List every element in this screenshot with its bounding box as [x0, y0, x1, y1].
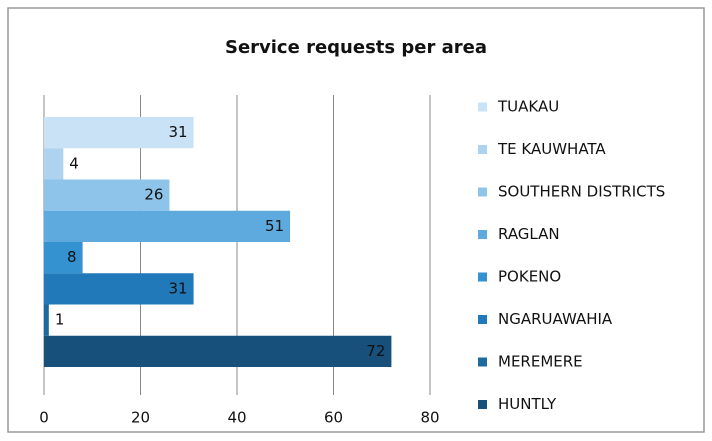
data-label: 72	[366, 342, 385, 360]
data-label: 31	[168, 279, 187, 297]
legend-swatch	[478, 230, 487, 239]
legend-swatch	[478, 357, 487, 367]
bar	[44, 148, 64, 180]
legend-label: RAGLAN	[498, 225, 560, 243]
legend-swatch	[478, 145, 487, 154]
data-label: 26	[144, 186, 163, 204]
legend-swatch	[478, 400, 487, 409]
bar	[44, 210, 291, 242]
bar	[44, 242, 83, 274]
legend-label: SOUTHERN DISTRICTS	[498, 183, 665, 201]
data-label: 31	[168, 123, 187, 141]
data-label: 8	[67, 248, 77, 266]
legend-swatch	[478, 315, 487, 324]
data-label: 51	[265, 217, 284, 235]
legend-label: MEREMERE	[498, 353, 583, 371]
bar	[44, 273, 194, 305]
chart-title: Service requests per area	[225, 37, 487, 58]
bar	[44, 335, 392, 367]
legend-label: HUNTLY	[498, 395, 557, 413]
bar	[44, 304, 49, 336]
legend-swatch	[478, 102, 487, 112]
legend-swatch	[478, 187, 487, 197]
legend-label: TE KAUWHATA	[497, 140, 606, 158]
legend-swatch	[478, 272, 487, 282]
legend-label: TUAKAU	[497, 98, 559, 116]
bar	[44, 179, 170, 211]
data-label: 4	[69, 154, 79, 172]
x-tick-label: 0	[39, 409, 49, 427]
x-tick-label: 80	[420, 409, 439, 427]
x-tick-label: 40	[227, 409, 246, 427]
legend-label: NGARUAWAHIA	[498, 310, 613, 328]
legend-label: POKENO	[498, 268, 561, 286]
data-label: 1	[55, 311, 65, 329]
bar	[44, 117, 194, 149]
x-tick-label: 60	[324, 409, 343, 427]
x-tick-label: 20	[131, 409, 150, 427]
